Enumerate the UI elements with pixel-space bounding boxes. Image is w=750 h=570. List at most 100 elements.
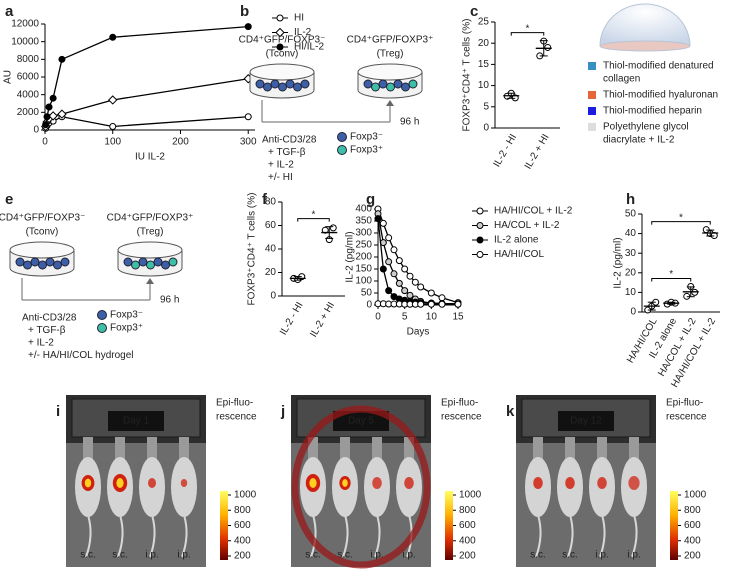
y-tick-label: 0 [630, 307, 636, 318]
colorbar [445, 491, 453, 560]
cell [153, 257, 163, 267]
data-point [411, 278, 419, 286]
x-tick-label: 300 [240, 137, 257, 148]
colorbar-tick-label: 1000 [234, 490, 257, 501]
x-tick-label: IL-2 + HI [308, 300, 337, 339]
cell [386, 82, 395, 92]
tail [567, 514, 574, 558]
legend-cell [337, 132, 347, 142]
holder [115, 437, 125, 459]
data-point [57, 109, 67, 119]
cell [138, 257, 148, 267]
y-tick-label: 12000 [11, 19, 39, 30]
colorbar-tick-label: 400 [684, 535, 701, 546]
data-point [406, 272, 414, 280]
tail [374, 514, 381, 558]
data-point [379, 265, 387, 273]
tail [85, 514, 92, 558]
y-tick-label: 5 [483, 101, 489, 112]
legend-swatch [588, 91, 596, 99]
site-label: s.c. [562, 550, 578, 561]
colorbar-tick-label: 1000 [459, 490, 482, 501]
cell [300, 79, 310, 89]
data-point [544, 43, 552, 51]
cell [378, 79, 388, 89]
day-label: Day 5 [348, 416, 375, 427]
condition: + TGF-β [268, 147, 306, 158]
y-tick-label: 0 [483, 123, 489, 134]
y-tick-label: 0 [270, 291, 276, 302]
y-tick-label: 6000 [17, 72, 40, 83]
cell [146, 260, 155, 270]
y-tick-label: 40 [625, 228, 637, 239]
significance-bracket [651, 221, 711, 225]
colorbar-tick-label: 400 [459, 535, 476, 546]
colorbar-tick-label: 200 [684, 551, 701, 562]
legend-swatch [588, 123, 596, 131]
y-axis-title: IL-2 (pg/ml) [613, 237, 624, 288]
dish-label: CD4⁺GFP/FOXP3⁺ [347, 35, 434, 46]
dish-label: (Treg) [377, 49, 404, 60]
cell [363, 79, 373, 89]
colorbar-title: Epi-fluo- [666, 398, 703, 409]
dish-rim [249, 63, 315, 81]
signal-core [342, 479, 348, 487]
panel-label: b [240, 3, 249, 20]
panel-label: a [5, 3, 14, 20]
data-point [401, 287, 409, 295]
x-tick-label: 5 [402, 312, 408, 323]
duration: 96 h [400, 117, 419, 128]
y-axis-title: FOXP3⁺CD4⁺ T cells (%) [247, 193, 258, 306]
data-point [427, 289, 435, 297]
y-tick-label: 200 [355, 252, 372, 263]
site-label: s.c. [337, 550, 353, 561]
data-point [374, 215, 382, 223]
site-label: i.p. [627, 550, 640, 561]
day-box [333, 411, 389, 431]
colorbar-tick-label: 600 [684, 520, 701, 531]
y-tick-label: 40 [265, 244, 277, 255]
y-tick-label: 20 [478, 38, 490, 49]
tail [181, 514, 188, 558]
dish-label: CD4⁺GFP/FOXP3⁻ [0, 213, 85, 224]
dish-rim [117, 241, 183, 259]
legend-swatch [588, 62, 596, 70]
legend-label: Thiol-modified hyaluronan [603, 90, 718, 101]
x-tick-label: 10 [426, 312, 438, 323]
y-tick-label: 4000 [17, 89, 40, 100]
y-tick-label: 50 [361, 288, 373, 299]
y-axis-title: AU [3, 70, 14, 84]
site-label: s.c. [530, 550, 546, 561]
holder [533, 437, 543, 459]
legend-label: HI [294, 13, 304, 24]
signal [404, 477, 414, 489]
colorbar-tick-label: 800 [684, 505, 701, 516]
signal [148, 478, 156, 488]
significance-label: * [312, 209, 316, 220]
colorbar [220, 491, 228, 560]
y-tick-label: 150 [355, 264, 372, 275]
y-tick-label: 60 [265, 220, 277, 231]
dish-label: CD4⁺GFP/FOXP3⁺ [107, 213, 194, 224]
legend-label: IL-2 alone [494, 235, 539, 246]
legend-cell [97, 310, 107, 320]
x-tick-label: 100 [104, 137, 121, 148]
significance-label: * [526, 23, 530, 34]
legend-marker [276, 14, 284, 22]
dish-label: CD4⁺GFP/FOXP3⁻ [239, 35, 326, 46]
cell [131, 260, 140, 270]
data-point [379, 219, 387, 227]
signal [628, 476, 640, 490]
holder [629, 437, 639, 459]
data-point [45, 103, 53, 111]
data-point [43, 113, 51, 121]
colorbar-title: rescence [666, 412, 707, 423]
condition: + TGF-β [28, 325, 66, 336]
cell [255, 79, 265, 89]
data-point [385, 258, 393, 266]
holder [308, 437, 318, 459]
x-tick-label: 200 [172, 137, 189, 148]
y-tick-label: 50 [625, 209, 637, 220]
series-line [45, 116, 249, 129]
data-point [58, 55, 66, 63]
